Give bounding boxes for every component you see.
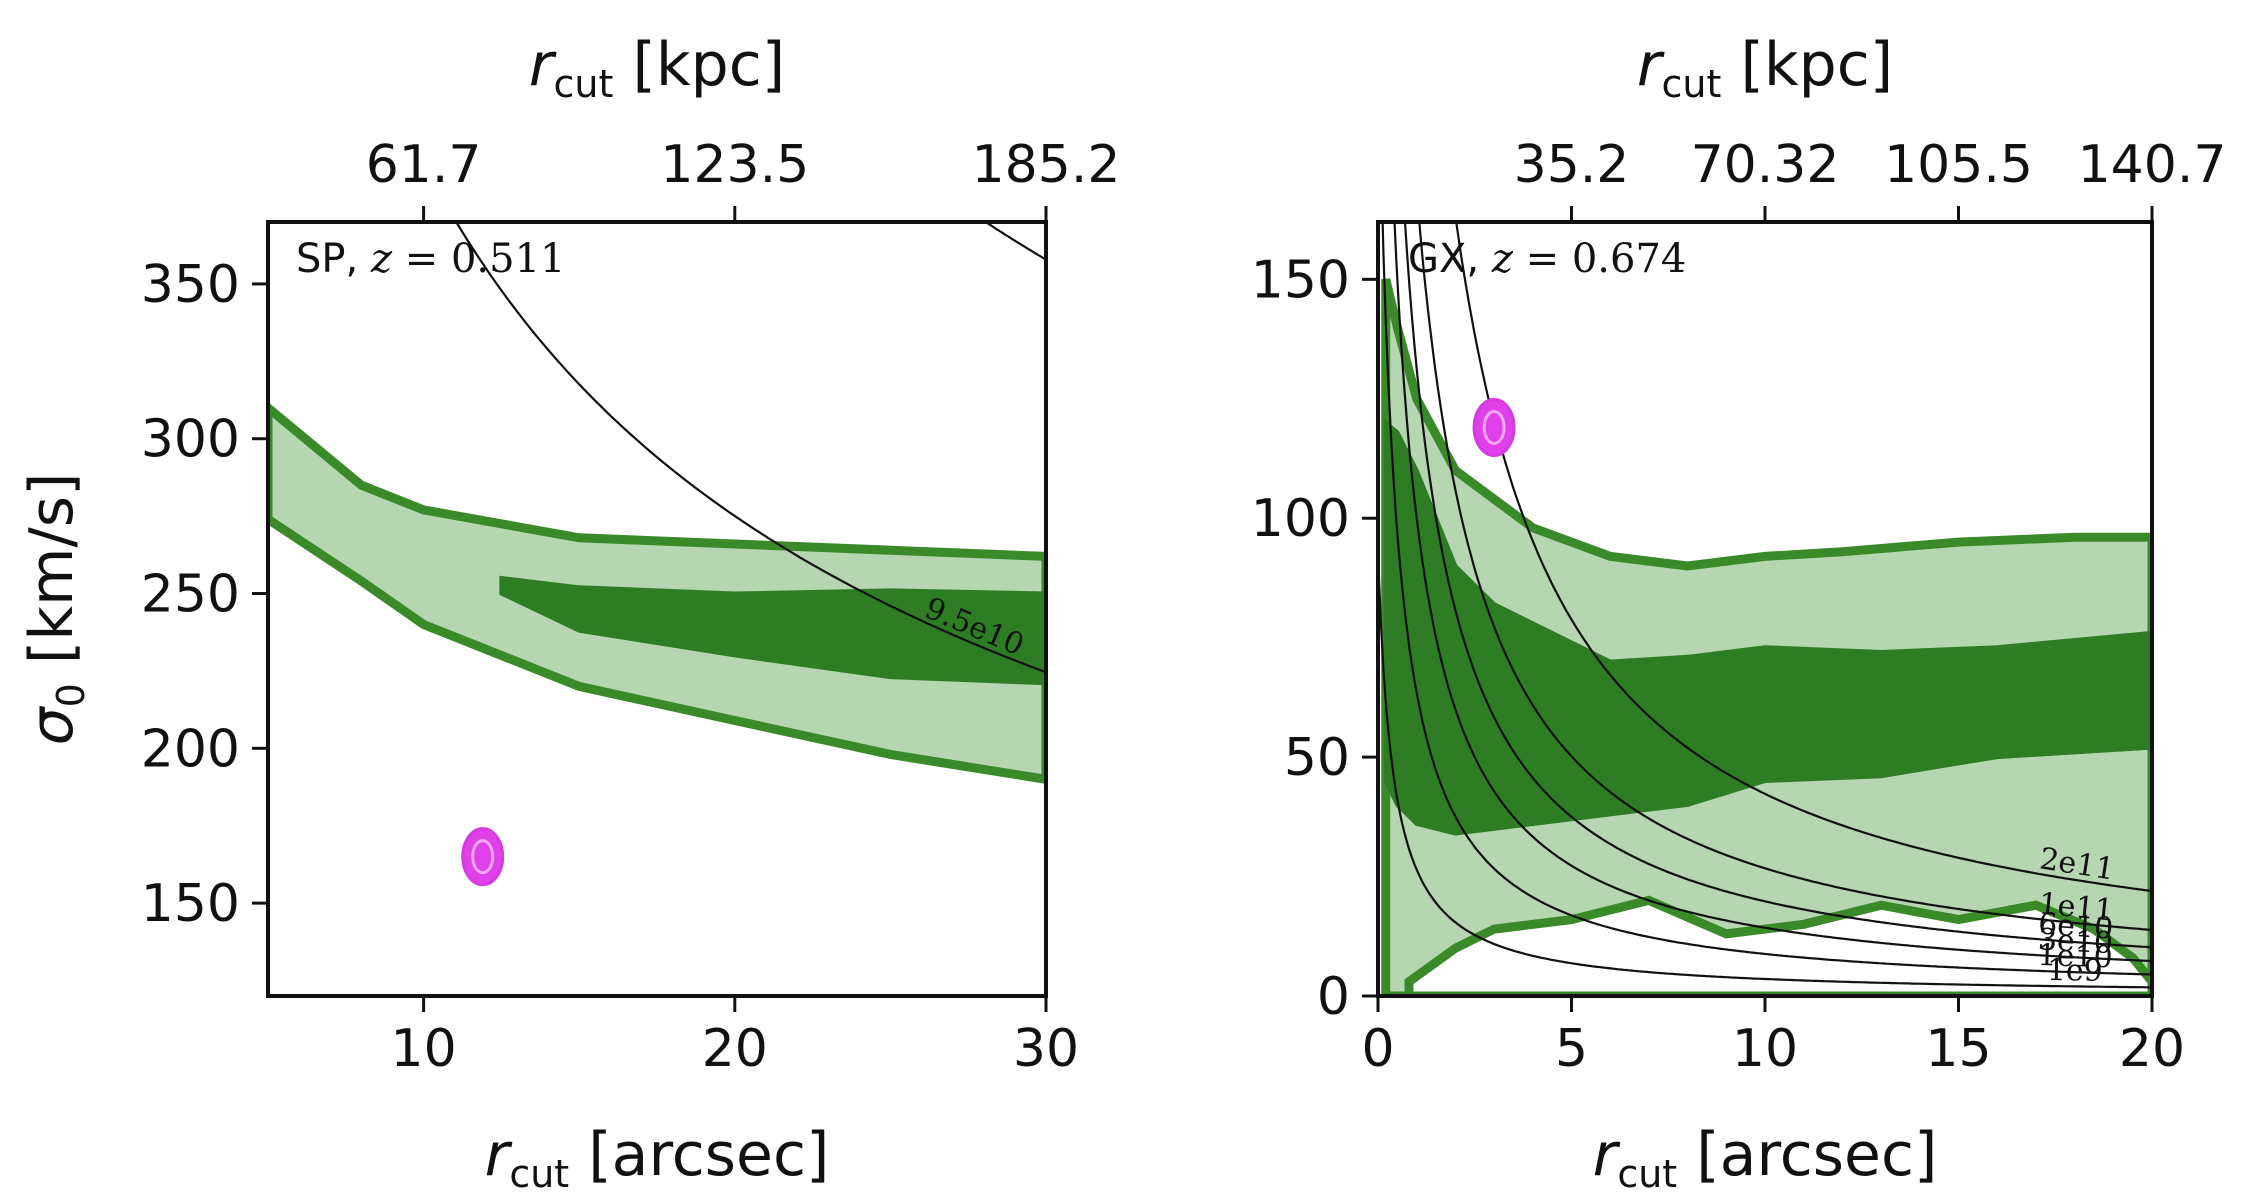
y-axis-unit: [km/s] (17, 473, 87, 684)
mass-contour-6e10 (1403, 222, 2152, 949)
x-axis-unit: [arcsec] (569, 1120, 829, 1190)
top-axis-sub: cut (554, 62, 614, 106)
mass-contour-1e10 (1381, 222, 2152, 976)
top-axis-title: rcut [kpc] (529, 30, 785, 106)
confidence-region-inner (499, 575, 1046, 686)
x-tick-label: 10 (391, 1019, 457, 1079)
x-tick-label: 20 (2119, 1019, 2185, 1079)
x-axis-unit: [arcsec] (1677, 1120, 1937, 1190)
top-tick-label: 140.7 (2078, 135, 2227, 195)
axis-ticks: 0 5 10 15 20 0 50 100 150 35.2 70.32 105.5 140.7 (1251, 135, 2227, 1079)
annotation-var: z (370, 236, 393, 282)
top-tick-label: 105.5 (1884, 135, 2033, 195)
panel-gx: 1e91e103e106e101e112e11 0 5 10 15 20 0 50 100 15… (1251, 30, 2227, 1196)
y-tick-label: 200 (141, 719, 240, 779)
top-tick-label: 61.7 (366, 135, 482, 195)
marker-inner (1482, 409, 1506, 445)
y-tick-label: 300 (141, 410, 240, 470)
x-axis-title: rcut [arcsec] (485, 1120, 830, 1196)
x-tick-label: 15 (1925, 1019, 1991, 1079)
mass-contour-label: 1e11 (2037, 886, 2115, 928)
y-tick-label: 100 (1251, 489, 1350, 549)
x-axis-var: r (1593, 1120, 1621, 1190)
mass-contour-2e11 (1455, 222, 2152, 893)
marker-outer (1472, 397, 1516, 457)
y-axis-sub: 0 (49, 683, 93, 707)
y-tick-label: 150 (1251, 250, 1350, 310)
mass-contour-1e9 (1378, 564, 2152, 989)
x-tick-label: 0 (1361, 1019, 1394, 1079)
annotation-var: z (1491, 236, 1514, 282)
y-tick-label: 350 (141, 255, 240, 315)
top-tick-label: 185.2 (972, 135, 1121, 195)
annotation-prefix: GX, (1408, 236, 1492, 282)
marker-outer (461, 827, 505, 887)
x-axis-sub: cut (509, 1152, 569, 1196)
panel-sp: 9.5e102.5e115.5e118.5e111.5e122e12 10203… (17, 30, 1121, 1196)
mass-contour-1e11 (1418, 222, 2152, 932)
panel-annotation: SP, z = 0.511 (296, 236, 566, 282)
plot-frame (266, 220, 1048, 998)
x-axis-var: r (485, 1120, 513, 1190)
y-tick-label: 150 (141, 874, 240, 934)
axis-ticks: 10 20 30 150 200 250 300 350 61.7 123.5 185.2 (141, 135, 1121, 1079)
y-tick-label: 250 (141, 565, 240, 625)
top-tick-label: 70.32 (1691, 135, 1840, 195)
top-axis-title: rcut [kpc] (1637, 30, 1893, 106)
top-tick-label: 35.2 (1514, 135, 1630, 195)
y-tick-label: 0 (1317, 967, 1350, 1027)
y-axis-var: σ (17, 705, 87, 745)
confidence-region-inner (1383, 418, 2152, 836)
y-axis-title: σ0 [km/s] (17, 473, 93, 746)
x-tick-label: 20 (702, 1019, 768, 1079)
annotation-prefix: SP, (296, 236, 371, 282)
lensing-marker (1472, 397, 1516, 457)
top-axis-unit: [kpc] (613, 30, 785, 100)
top-axis-sub: cut (1662, 62, 1722, 106)
top-axis-var: r (1637, 30, 1665, 100)
mass-contour-3e10 (1393, 222, 2152, 963)
mass-contour-9.5e10 (454, 222, 1046, 674)
top-tick-label: 123.5 (660, 135, 809, 195)
x-axis-title: rcut [arcsec] (1593, 1120, 1938, 1196)
annotation-value: = 0.511 (392, 236, 565, 282)
mass-contour-lines: 1e91e103e106e101e112e11 (1378, 222, 2152, 989)
top-axis-var: r (529, 30, 557, 100)
x-tick-label: 5 (1555, 1019, 1588, 1079)
annotation-value: = 0.674 (1513, 236, 1686, 282)
y-tick-label: 50 (1284, 728, 1350, 788)
lensing-marker (461, 827, 505, 887)
x-tick-label: 30 (1013, 1019, 1079, 1079)
x-axis-sub: cut (1617, 1152, 1677, 1196)
panel-annotation: GX, z = 0.674 (1408, 236, 1686, 282)
marker-inner (471, 839, 495, 875)
x-tick-label: 10 (1732, 1019, 1798, 1079)
top-axis-unit: [kpc] (1721, 30, 1893, 100)
